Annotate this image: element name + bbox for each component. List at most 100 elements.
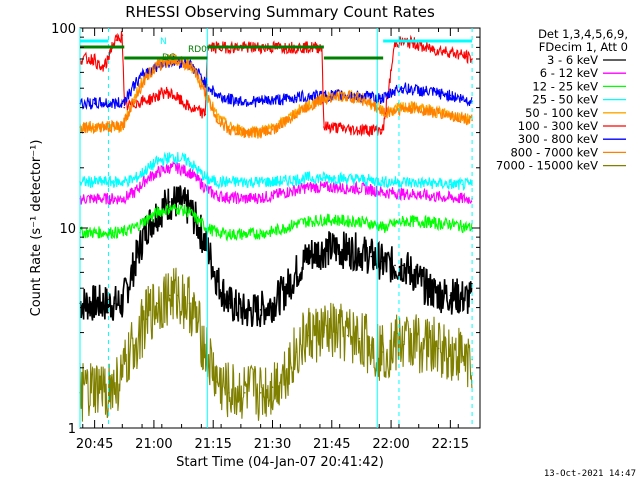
data-point (93, 102, 96, 105)
data-point (228, 196, 230, 199)
data-point (471, 298, 473, 301)
data-point (358, 178, 361, 181)
data-point (449, 94, 452, 97)
data-point (394, 223, 396, 225)
data-point (145, 76, 147, 78)
data-point (133, 98, 135, 101)
flag-bar-rd0 (80, 45, 125, 49)
data-point (461, 354, 464, 357)
data-point (307, 105, 309, 108)
series-8 (79, 267, 473, 422)
data-point (295, 112, 298, 114)
data-point (121, 34, 124, 36)
data-point (172, 94, 175, 97)
data-point (216, 279, 218, 281)
data-point (323, 248, 325, 251)
data-point (188, 302, 191, 305)
data-point (425, 182, 428, 184)
data-point (216, 231, 218, 234)
data-point (307, 254, 309, 257)
data-point (307, 177, 309, 179)
data-point (394, 192, 396, 194)
data-point (414, 193, 416, 195)
data-point (244, 181, 246, 183)
x-tick-label: 21:15 (194, 437, 231, 452)
data-point (157, 64, 159, 67)
data-point (370, 223, 373, 225)
chart-title: RHESSI Observing Summary Count Rates (125, 3, 435, 21)
data-point (93, 302, 96, 305)
data-point (358, 97, 361, 100)
data-point (380, 110, 383, 112)
x-tick-label: 21:00 (135, 437, 172, 452)
flag-bar-dg (323, 56, 384, 60)
data-point (370, 179, 373, 182)
data-point (196, 218, 199, 221)
data-point (380, 351, 383, 353)
legend-label-2: 12 - 25 keV (532, 79, 598, 93)
data-point (109, 48, 112, 51)
data-point (93, 126, 96, 128)
data-point (437, 223, 440, 225)
y-tick-label: 100 (51, 22, 76, 37)
data-point (133, 227, 135, 229)
data-point (121, 376, 124, 378)
x-axis-label: Start Time (04-Jan-07 20:41:42) (176, 455, 384, 470)
data-point (259, 100, 262, 103)
data-point (461, 225, 464, 228)
data-point (370, 255, 373, 258)
data-point (414, 42, 416, 44)
data-point (168, 201, 171, 203)
data-point (370, 103, 373, 106)
data-point (259, 309, 262, 311)
data-point (188, 64, 191, 67)
flag-bar-rd0 (207, 45, 324, 49)
data-point (461, 183, 464, 186)
data-point (437, 182, 440, 185)
data-point (113, 302, 116, 305)
data-point (358, 251, 361, 253)
data-point (350, 128, 353, 131)
data-point (449, 51, 452, 53)
data-point (133, 84, 135, 86)
series-trace-2 (79, 204, 473, 242)
series-trace-1 (79, 160, 473, 205)
data-point (259, 232, 262, 235)
data-point (271, 127, 274, 130)
series-layer (79, 31, 473, 422)
data-point (176, 201, 179, 203)
data-point (259, 131, 262, 134)
data-point (425, 110, 428, 112)
data-point (228, 181, 230, 183)
x-tick-label: 22:15 (432, 437, 469, 452)
data-point (323, 126, 325, 128)
data-point (176, 167, 179, 169)
data-point (465, 55, 468, 58)
data-point (449, 294, 452, 297)
data-point (196, 323, 199, 326)
data-point (437, 92, 440, 95)
data-point (414, 182, 416, 184)
legend-header-detectors: Det 1,3,4,5,6,9, (538, 27, 628, 41)
flag-label-dg: DG (162, 53, 176, 63)
data-point (157, 160, 159, 163)
data-point (176, 207, 179, 210)
data-point (358, 337, 361, 340)
legend-label-4: 50 - 100 keV (525, 106, 598, 120)
data-point (283, 192, 286, 194)
data-point (228, 302, 230, 305)
legend-label-3: 25 - 50 keV (532, 93, 598, 107)
data-point (188, 171, 191, 173)
data-point (437, 292, 440, 295)
data-point (461, 117, 464, 119)
data-point (380, 128, 383, 131)
data-point (471, 58, 473, 60)
data-point (133, 96, 135, 99)
data-point (244, 311, 246, 313)
data-point (358, 95, 361, 98)
data-point (346, 187, 349, 190)
x-tick-label: 21:45 (313, 437, 350, 452)
data-point (271, 194, 274, 197)
data-point (334, 95, 337, 98)
data-point (433, 48, 436, 51)
